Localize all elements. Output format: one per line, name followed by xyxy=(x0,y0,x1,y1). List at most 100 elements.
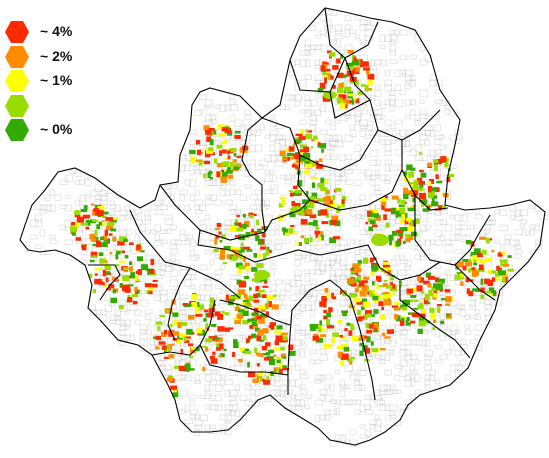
parcel xyxy=(259,359,267,364)
choropleth-cell xyxy=(247,304,253,307)
parcel xyxy=(429,154,435,160)
parcel xyxy=(204,194,212,199)
parcel xyxy=(329,409,337,415)
parcel xyxy=(299,374,308,379)
parcel xyxy=(329,264,335,269)
parcel xyxy=(204,394,212,399)
choropleth-cell xyxy=(427,283,432,288)
parcel xyxy=(169,184,179,189)
parcel xyxy=(389,139,396,144)
parcel xyxy=(309,279,317,285)
parcel xyxy=(434,99,443,104)
parcel xyxy=(329,144,336,151)
choropleth-cell xyxy=(433,290,438,293)
parcel xyxy=(139,329,147,334)
choropleth-cell xyxy=(471,267,476,271)
choropleth-cell xyxy=(246,249,253,252)
parcel xyxy=(189,179,197,188)
choropleth-cell xyxy=(139,250,145,253)
choropleth-cell xyxy=(265,249,269,256)
parcel xyxy=(294,364,301,371)
parcel xyxy=(434,139,441,145)
choropleth-cell xyxy=(357,276,362,281)
parcel xyxy=(339,284,347,291)
parcel xyxy=(439,144,446,151)
parcel xyxy=(299,284,305,293)
choropleth-cell xyxy=(262,328,269,334)
parcel xyxy=(389,409,395,416)
choropleth-cell xyxy=(499,259,504,263)
parcel xyxy=(344,154,353,160)
choropleth-cell xyxy=(374,292,378,296)
choropleth-cell xyxy=(172,312,179,317)
parcel xyxy=(54,194,62,201)
parcel xyxy=(279,134,287,140)
choropleth-cell xyxy=(369,208,378,214)
choropleth-cell xyxy=(108,218,113,225)
choropleth-cell xyxy=(402,241,406,244)
parcel xyxy=(384,389,393,395)
parcel xyxy=(284,104,290,110)
choropleth-cell xyxy=(441,205,447,210)
parcel xyxy=(189,319,196,324)
parcel xyxy=(459,234,468,242)
choropleth-cell xyxy=(260,309,266,312)
parcel xyxy=(334,24,342,32)
parcel xyxy=(209,369,217,374)
choropleth-cell xyxy=(269,322,276,326)
parcel xyxy=(304,39,311,47)
choropleth-cell xyxy=(409,206,413,209)
parcel xyxy=(404,404,410,409)
parcel xyxy=(299,339,305,344)
parcel xyxy=(274,379,283,387)
choropleth-cell xyxy=(431,201,439,207)
parcel xyxy=(199,94,207,100)
parcel xyxy=(144,209,150,217)
parcel xyxy=(34,214,42,222)
parcel xyxy=(319,269,326,275)
district-boundary xyxy=(151,299,216,356)
parcel xyxy=(164,214,173,219)
parcel xyxy=(309,309,315,318)
parcel xyxy=(224,219,233,227)
parcel xyxy=(389,389,398,394)
parcel xyxy=(139,344,145,352)
choropleth-cell xyxy=(356,301,363,305)
parcel xyxy=(429,374,435,382)
parcel xyxy=(439,209,448,214)
choropleth-cell xyxy=(195,314,203,317)
choropleth-cell xyxy=(489,290,496,297)
parcel xyxy=(229,394,236,401)
choropleth-cell xyxy=(329,200,333,204)
parcel xyxy=(114,224,120,232)
parcel xyxy=(344,114,351,119)
choropleth-cell xyxy=(332,65,339,70)
parcel xyxy=(234,189,242,195)
choropleth-cell xyxy=(329,52,336,57)
choropleth-cell xyxy=(257,371,264,377)
parcel xyxy=(49,204,56,212)
parcel xyxy=(169,199,175,206)
choropleth-cell xyxy=(214,238,218,245)
choropleth-cell xyxy=(431,187,437,192)
parcel xyxy=(239,124,246,132)
choropleth-cell xyxy=(466,240,472,245)
choropleth-cell xyxy=(321,297,328,302)
parcel xyxy=(394,389,402,394)
parcel xyxy=(269,184,278,189)
choropleth-cell xyxy=(327,50,332,54)
choropleth-cell xyxy=(406,288,414,294)
choropleth-cell xyxy=(108,233,113,236)
choropleth-cell xyxy=(229,296,235,299)
parcel xyxy=(234,359,241,366)
choropleth-cell xyxy=(252,378,259,383)
parcel xyxy=(389,339,396,347)
parcel xyxy=(294,394,303,400)
choropleth-cell xyxy=(332,195,336,201)
parcel xyxy=(434,329,440,338)
choropleth-cell xyxy=(122,275,130,281)
parcel xyxy=(334,244,341,251)
district-boundary xyxy=(379,261,441,281)
parcel xyxy=(384,119,393,126)
parcel xyxy=(274,299,283,306)
